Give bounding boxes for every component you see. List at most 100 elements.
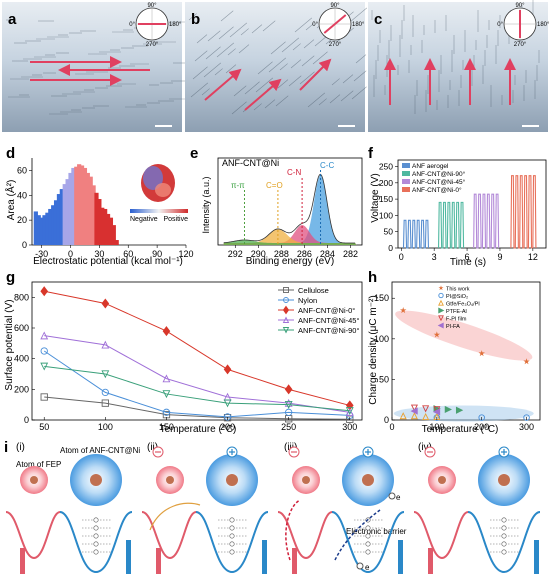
histogram-bar (82, 167, 88, 245)
y-axis-label: Voltage (V) (370, 173, 381, 222)
fiber-texture-a (6, 19, 189, 115)
compass-label-top: 90° (330, 3, 340, 9)
data-point (410, 412, 418, 420)
fiber-stroke (205, 46, 221, 60)
y-axis-label: Charge density (μC m⁻²) (368, 295, 379, 404)
fep-energy-bar (156, 548, 161, 574)
legend-swatch (402, 179, 410, 184)
legend-label: PTFE-Al (446, 309, 467, 315)
data-point (284, 401, 293, 409)
plot-frame (31, 281, 363, 421)
series-line (43, 350, 350, 418)
legend-label: Cellulose (298, 286, 329, 295)
electron-dot (93, 525, 99, 531)
fiber-stroke (353, 70, 367, 82)
anf-potential-well (195, 511, 269, 574)
compass-needle (323, 14, 347, 34)
orientation-arrow (244, 78, 282, 111)
fiber-stroke (290, 59, 302, 69)
x-tick-label: 90 (152, 249, 162, 259)
fiber-stroke (312, 51, 328, 65)
x-tick-label: 30 (94, 249, 104, 259)
x-tick-label: 50 (39, 422, 49, 432)
data-point (432, 408, 441, 416)
voltage-trace (438, 201, 465, 249)
panel-f: f Voltage (V) Time (s) ANF aerogelANF-CN… (368, 145, 547, 268)
voltage-trace (510, 175, 537, 249)
fiber-stroke (190, 82, 209, 98)
panel-label-c: c (374, 11, 382, 28)
data-point (478, 350, 485, 357)
fiber-stroke (268, 57, 287, 73)
y-tick-label: 250 (379, 162, 393, 172)
y-tick-label: 50 (379, 374, 389, 384)
histogram-bar (111, 225, 116, 245)
annotation-co: C=O (266, 181, 283, 190)
anf-potential-well (331, 511, 405, 574)
fiber-stroke (294, 17, 313, 33)
histogram-bar (100, 207, 105, 245)
fiber-stroke (314, 35, 328, 47)
data-point (101, 370, 110, 379)
data-point (438, 307, 445, 314)
data-point (345, 408, 354, 416)
orientation-arrow (299, 58, 332, 91)
stage-label-ii: (ii) (147, 442, 158, 453)
histogram-bar (45, 212, 50, 245)
data-point (162, 408, 171, 416)
data-point (444, 405, 452, 414)
histogram-bar (62, 184, 67, 245)
legend-label: ANF aerogel (412, 163, 449, 170)
fiber-stroke (355, 54, 367, 64)
fiber-stroke (229, 22, 248, 38)
histogram-bar (68, 172, 73, 245)
fiber-stroke (233, 85, 247, 97)
x-tick-label: 60 (123, 249, 133, 259)
fiber-stroke (307, 92, 326, 108)
panel-label-h: h (368, 269, 377, 286)
legend-label: ANF-CNT@Ni-90° (412, 170, 466, 178)
data-point (223, 413, 232, 421)
fiber-stroke (227, 48, 236, 56)
x-axis-label: Electrostatic potential (kcal mol⁻¹) (33, 256, 183, 267)
data-point (284, 384, 293, 395)
x-tick-label: 284 (320, 249, 335, 259)
electron-icon (388, 492, 396, 500)
data-point (284, 398, 293, 407)
fiber-stroke (303, 39, 315, 49)
fep-nucleus (166, 476, 174, 484)
orientation-insets: 90° 180° 0° 270° 90° 180° 0° 270° 90° 180° 0° 270° (129, 3, 550, 48)
data-point (437, 322, 444, 329)
fiber-stroke (238, 44, 250, 54)
x-tick-label: 300 (519, 422, 534, 432)
x-tick-label: 0 (399, 252, 404, 262)
histogram-bar (108, 217, 114, 245)
data-point (438, 299, 444, 306)
histogram-bar (114, 240, 119, 245)
reference-region (393, 405, 534, 422)
x-tick-label: 9 (497, 252, 502, 262)
fiber-stroke (240, 28, 249, 36)
anf-nucleus (226, 474, 238, 486)
fiber-stroke (196, 34, 208, 44)
fiber-stroke (216, 42, 235, 58)
x-tick-label: 0 (389, 422, 394, 432)
fiber-stroke (270, 41, 286, 55)
histogram-bar (42, 215, 47, 245)
fiber-stroke (253, 103, 262, 111)
x-tick-label: 150 (159, 422, 174, 432)
anf-energy-bar (126, 540, 131, 574)
y-tick-label: 200 (379, 178, 393, 188)
electron-dot (501, 541, 507, 547)
series-line (44, 396, 350, 420)
fep-energy-bar (428, 548, 433, 574)
data-point (283, 297, 289, 303)
electron-dot (229, 549, 235, 555)
electron-dot (93, 517, 99, 523)
panel-h: h Charge density (μC m⁻²) Temperature (°… (368, 269, 541, 435)
histogram-bar (103, 208, 108, 245)
fep-potential-well (413, 511, 469, 560)
legend-swatch (402, 187, 410, 192)
panel-label-e: e (190, 145, 198, 162)
chart-title: ANF-CNT@Ni (222, 158, 279, 168)
